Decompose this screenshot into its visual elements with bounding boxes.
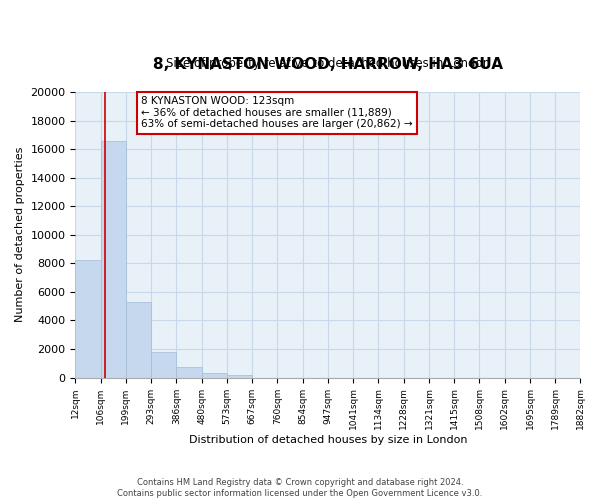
Text: 8, KYNASTON WOOD, HARROW, HA3 6UA: 8, KYNASTON WOOD, HARROW, HA3 6UA bbox=[153, 57, 503, 72]
Title: Size of property relative to detached houses in London: Size of property relative to detached ho… bbox=[166, 57, 490, 70]
Bar bbox=[76, 260, 101, 378]
Y-axis label: Number of detached properties: Number of detached properties bbox=[15, 147, 25, 322]
Bar bbox=[126, 302, 151, 378]
Text: 8 KYNASTON WOOD: 123sqm
← 36% of detached houses are smaller (11,889)
63% of sem: 8 KYNASTON WOOD: 123sqm ← 36% of detache… bbox=[141, 96, 413, 130]
Bar bbox=[227, 374, 253, 378]
Text: Contains HM Land Registry data © Crown copyright and database right 2024.
Contai: Contains HM Land Registry data © Crown c… bbox=[118, 478, 482, 498]
Bar bbox=[202, 374, 227, 378]
Bar bbox=[101, 140, 126, 378]
Bar bbox=[176, 367, 202, 378]
Bar bbox=[151, 352, 176, 378]
X-axis label: Distribution of detached houses by size in London: Distribution of detached houses by size … bbox=[189, 435, 467, 445]
